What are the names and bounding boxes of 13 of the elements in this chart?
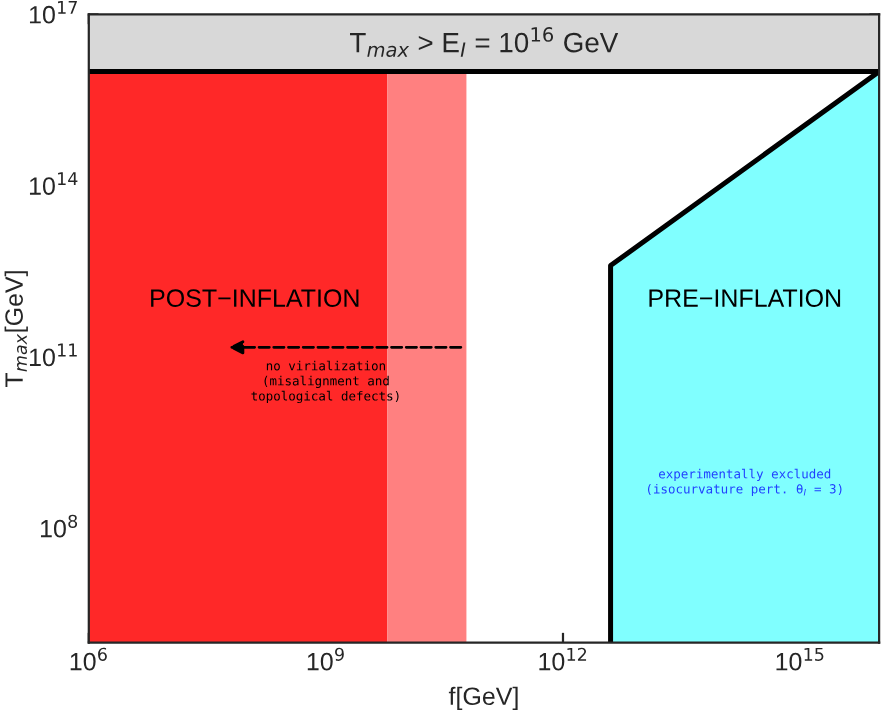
x-tick-label: 10$^{12}$ xyxy=(539,647,587,671)
y-axis-title: T$_{max}$[GeV] xyxy=(4,271,28,388)
x-tick-label: 10$^{9}$ xyxy=(307,647,344,671)
x-tick-label: 10$^{15}$ xyxy=(776,647,824,671)
annotation: POST−INFLATION xyxy=(151,289,359,307)
y-tick-label: 10$^{8}$ xyxy=(40,514,78,538)
band-label: T$_{max}$ > E$_{I}$ = 10$^{16}$ GeV xyxy=(350,27,619,57)
y-tick-label: 10$^{17}$ xyxy=(29,1,77,24)
y-tick-label: 10$^{14}$ xyxy=(29,172,78,195)
y-tick-label: 10$^{11}$ xyxy=(29,343,77,367)
x-axis-title: f[GeV] xyxy=(448,686,518,711)
x-tick-label: 10$^{6}$ xyxy=(70,647,107,671)
annotation: PRE−INFLATION xyxy=(649,289,841,307)
